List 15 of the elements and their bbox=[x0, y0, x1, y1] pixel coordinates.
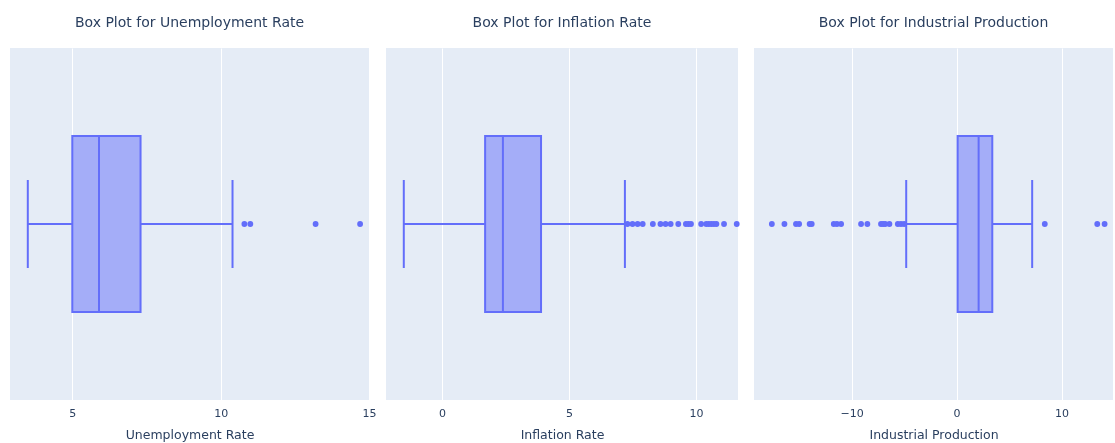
x-tick-label: 10 bbox=[214, 406, 229, 420]
x-tick-label: 5 bbox=[69, 406, 77, 420]
x-tick-label: −10 bbox=[840, 406, 864, 420]
x-tick-label: 0 bbox=[953, 406, 961, 420]
x-tick-label: 10 bbox=[689, 406, 704, 420]
chart-title: Box Plot for Industrial Production bbox=[818, 14, 1049, 30]
chart-title: Box Plot for Unemployment Rate bbox=[74, 14, 305, 30]
chart-title: Box Plot for Inflation Rate bbox=[472, 14, 652, 30]
x-tick-label: 0 bbox=[438, 406, 446, 420]
x-axis-title: Industrial Production bbox=[869, 426, 999, 442]
x-axis-title: Inflation Rate bbox=[520, 426, 605, 442]
x-tick-label: 10 bbox=[1055, 406, 1070, 420]
x-axis-title: Unemployment Rate bbox=[125, 426, 255, 442]
x-tick-label: 5 bbox=[565, 406, 573, 420]
x-tick-label: 15 bbox=[362, 406, 377, 420]
